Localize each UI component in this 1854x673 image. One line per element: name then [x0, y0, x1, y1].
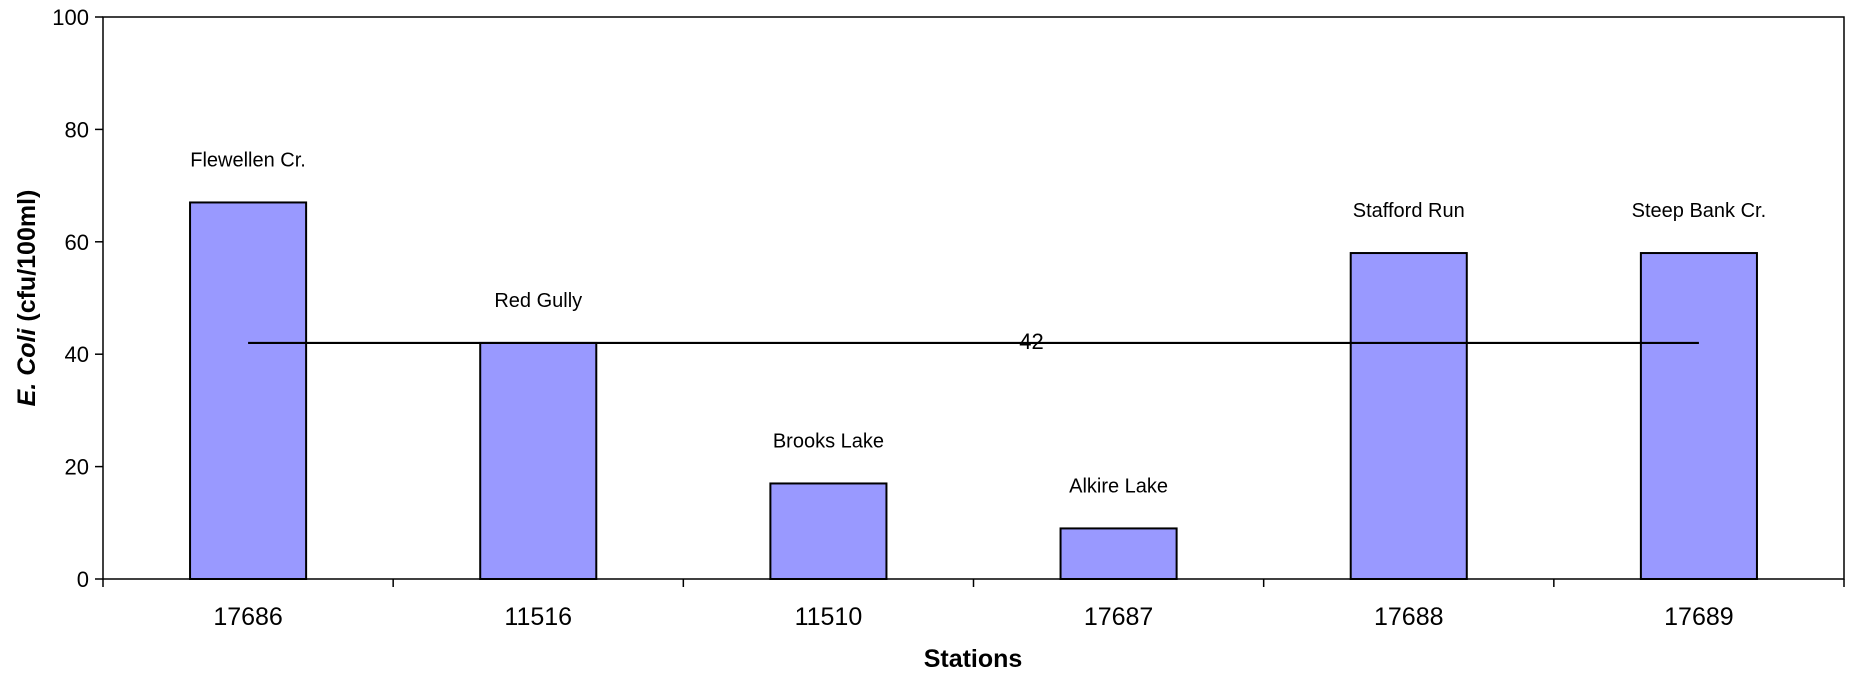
plot-area — [102, 16, 1845, 580]
x-tick-label: 11516 — [504, 603, 572, 631]
y-axis: 0 20 40 60 80 100 — [52, 5, 103, 592]
y-axis-title-italic: E. Coli — [13, 328, 41, 407]
x-tick-label: 11510 — [795, 603, 863, 631]
x-axis: 17686 11516 11510 17687 17688 17689 — [102, 579, 1845, 631]
y-axis-title-unit: (cfu/100ml) — [13, 190, 41, 329]
bar — [1059, 527, 1178, 580]
bar — [479, 341, 598, 580]
x-tick-label: 17688 — [1374, 603, 1444, 631]
x-tick-label: 17687 — [1084, 603, 1154, 631]
bar-labels: Flewellen Cr. Red Gully Brooks Lake Alkire … — [190, 149, 1766, 497]
y-tick-label: 40 — [65, 342, 89, 367]
bar-label: Brooks Lake — [773, 430, 884, 452]
y-tick-label: 0 — [77, 567, 89, 592]
bar — [769, 482, 888, 580]
y-tick-label: 80 — [65, 117, 89, 142]
y-tick-label: 60 — [65, 230, 89, 255]
x-axis-title: Stations — [924, 645, 1023, 673]
x-tick-label: 17689 — [1664, 603, 1734, 631]
bar-label: Stafford Run — [1353, 200, 1465, 222]
y-axis-title: E. Coli (cfu/100ml) — [13, 190, 41, 407]
reference-line-label: 42 — [1019, 329, 1043, 354]
bar-label: Flewellen Cr. — [190, 149, 306, 171]
bar — [1639, 252, 1758, 580]
bar-label: Steep Bank Cr. — [1632, 200, 1767, 222]
bar — [189, 201, 308, 581]
bar-label: Red Gully — [494, 290, 582, 312]
y-tick-label: 20 — [65, 455, 89, 480]
y-tick-label: 100 — [52, 5, 89, 30]
x-tick-label: 17686 — [213, 603, 283, 631]
bar — [1349, 252, 1468, 580]
reference-line-group: 42 — [248, 329, 1699, 354]
bar-label: Alkire Lake — [1069, 475, 1168, 497]
bars — [189, 201, 1758, 581]
